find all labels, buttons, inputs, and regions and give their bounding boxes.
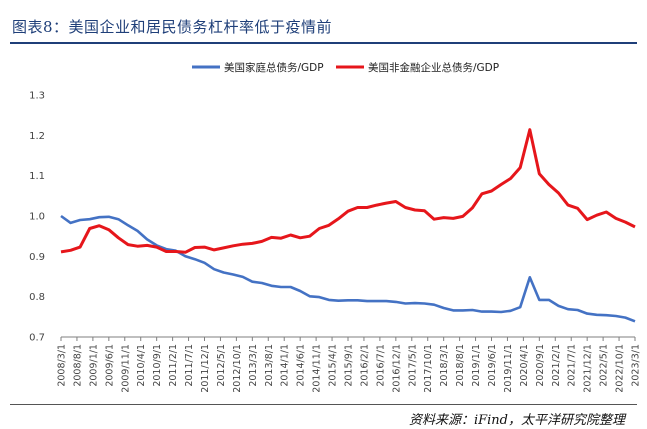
x-tick-label: 2014/11/1 <box>312 344 323 393</box>
x-tick-label: 2014/1/1 <box>280 344 291 387</box>
y-tick-label: 1.3 <box>29 91 45 102</box>
x-tick-label: 2009/1/1 <box>88 344 99 387</box>
y-tick-label: 1.1 <box>29 171 45 182</box>
x-tick-label: 2010/4/1 <box>136 344 147 387</box>
y-tick-label: 0.7 <box>29 333 45 344</box>
x-tick-label: 2012/5/1 <box>216 344 227 387</box>
chart-series <box>60 128 636 323</box>
figure-title: 图表8：美国企业和居民债务杠杆率低于疫情前 <box>12 18 333 36</box>
y-tick-label: 0.9 <box>29 252 45 263</box>
y-tick-label: 1.2 <box>29 131 45 142</box>
x-tick-label: 2022/10/1 <box>615 344 626 393</box>
x-tick-label: 2011/7/1 <box>184 344 195 387</box>
corporate-debt-line <box>60 128 636 254</box>
x-tick-label: 2008/8/1 <box>72 344 83 387</box>
x-tick-label: 2016/2/1 <box>359 344 370 387</box>
x-tick-label: 2021/7/1 <box>567 344 578 387</box>
x-tick-label: 2023/3/1 <box>631 344 642 387</box>
x-tick-label: 2020/9/1 <box>535 344 546 387</box>
legend-label: 美国非金融企业总债务/GDP <box>368 61 499 74</box>
legend-label: 美国家庭总债务/GDP <box>224 61 324 74</box>
x-tick-label: 2013/3/1 <box>248 344 259 387</box>
x-tick-label: 2009/6/1 <box>104 344 115 387</box>
household-debt-line <box>60 214 636 323</box>
y-tick-label: 1.0 <box>29 212 45 223</box>
x-tick-label: 2012/10/1 <box>232 344 243 393</box>
x-tick-label: 2013/8/1 <box>264 344 275 387</box>
x-tick-label: 2022/5/1 <box>599 344 610 387</box>
x-tick-label: 2017/5/1 <box>407 344 418 387</box>
x-tick-label: 2019/1/1 <box>471 344 482 387</box>
x-tick-label: 2021/2/1 <box>551 344 562 387</box>
footer-rule <box>10 404 637 405</box>
title-underline <box>10 42 637 44</box>
x-tick-label: 2019/11/1 <box>503 344 514 393</box>
x-tick-label: 2020/4/1 <box>519 344 530 387</box>
x-tick-label: 2015/4/1 <box>328 344 339 387</box>
x-tick-label: 2008/3/1 <box>57 344 68 387</box>
source-note: 资料来源：iFind，太平洋研究院整理 <box>408 413 625 428</box>
x-tick-label: 2018/3/1 <box>439 344 450 387</box>
x-tick-label: 2011/2/1 <box>168 344 179 387</box>
x-tick-label: 2011/12/1 <box>200 344 211 393</box>
x-tick-label: 2010/9/1 <box>152 344 163 387</box>
y-tick-label: 0.8 <box>29 292 45 303</box>
x-tick-label: 2021/12/1 <box>583 344 594 393</box>
x-tick-label: 2018/8/1 <box>455 344 466 387</box>
x-tick-label: 2009/11/1 <box>120 344 131 393</box>
x-tick-label: 2015/9/1 <box>344 344 355 387</box>
x-tick-label: 2016/12/1 <box>391 344 402 393</box>
x-tick-label: 2017/10/1 <box>423 344 434 393</box>
chart-legend: 美国家庭总债务/GDP 美国非金融企业总债务/GDP <box>192 61 499 74</box>
chart-axes: 0.7 0.8 0.9 1.0 1.1 1.2 1.3 2008/3/1 2008/8/1 200… <box>29 91 641 393</box>
x-tick-label: 2016/7/1 <box>375 344 386 387</box>
x-tick-label: 2014/6/1 <box>296 344 307 387</box>
x-tick-label: 2019/6/1 <box>487 344 498 387</box>
